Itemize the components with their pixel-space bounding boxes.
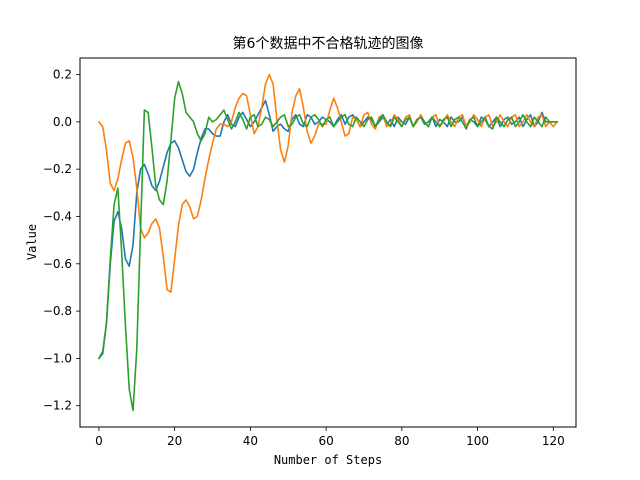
y-tick-label: −0.2 [43,162,72,176]
y-tick-label: −1.2 [43,399,72,413]
y-tick-label: 0.0 [53,115,72,129]
series-line-3 [97,80,558,412]
x-axis-ticks: 0 20 40 60 80 100 120 [95,427,565,448]
y-axis-label: Value [25,224,39,260]
x-tick-label: 0 [95,434,103,448]
y-tick-label: −1.0 [43,351,72,365]
plot-frame [79,57,577,428]
series-layer [97,73,559,412]
y-tick-label: −0.4 [43,209,72,223]
series-line-1 [97,99,558,360]
chart-title: 第6个数据中不合格轨迹的图像 [233,35,424,52]
x-tick-label: 80 [394,434,409,448]
y-tick-label: 0.2 [53,68,72,82]
x-tick-label: 40 [243,434,258,448]
y-tick-label: −0.8 [43,304,72,318]
y-axis-ticks: 0.2 0.0 −0.2 −0.4 −0.6 −0.8 −1.0 −1.2 [43,68,80,413]
x-tick-label: 100 [466,434,489,448]
x-tick-label: 120 [542,434,565,448]
x-tick-label: 20 [167,434,182,448]
series-line-2 [97,73,559,293]
y-tick-label: −0.6 [43,257,72,271]
x-axis-label: Number of Steps [274,453,382,467]
x-tick-label: 60 [318,434,333,448]
